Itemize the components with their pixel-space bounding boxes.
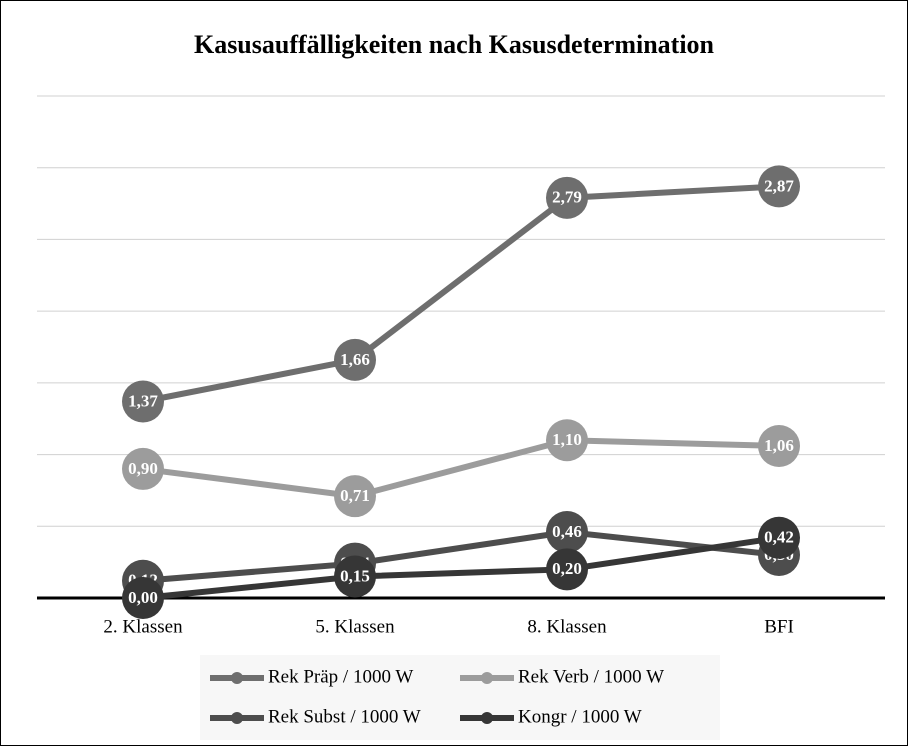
legend-box (200, 655, 720, 740)
data-point (334, 475, 376, 518)
x-tick-label: 2. Klassen (103, 616, 183, 637)
data-label: 1,10 (552, 430, 582, 449)
data-point (546, 419, 588, 462)
data-label: 1,66 (340, 350, 370, 369)
data-point (334, 555, 376, 598)
data-point (334, 338, 376, 381)
data-label: 0,46 (552, 522, 582, 541)
series-line (142, 183, 780, 405)
data-point (758, 165, 800, 208)
data-point (546, 548, 588, 591)
data-label: 0,71 (340, 486, 370, 505)
data-label: 0,20 (552, 559, 582, 578)
series-line (142, 534, 780, 601)
series-line (142, 528, 780, 584)
data-label: 2,79 (552, 188, 582, 207)
data-label: 2,87 (764, 176, 794, 195)
data-label: 0,42 (764, 528, 794, 547)
x-tick-label: BFI (764, 616, 794, 637)
series-line (142, 437, 780, 500)
chart-title: Kasusauffälligkeiten nach Kasusdetermina… (194, 30, 715, 59)
legend-label: Rek Präp / 1000 W (268, 666, 413, 687)
data-point (122, 447, 164, 490)
data-point (758, 516, 800, 559)
legend-label: Kongr / 1000 W (518, 706, 642, 727)
data-point (546, 176, 588, 219)
data-label: 1,06 (764, 436, 794, 455)
legend-label: Rek Verb / 1000 W (518, 666, 664, 687)
data-point (122, 577, 164, 619)
x-tick-label: 5. Klassen (315, 616, 395, 637)
data-point (122, 380, 164, 423)
data-label: 1,37 (128, 391, 158, 410)
data-point (758, 424, 800, 467)
legend-label: Rek Subst / 1000 W (268, 706, 421, 727)
legend-marker (231, 712, 243, 724)
data-label: 0,15 (340, 566, 370, 585)
legend-marker (231, 672, 243, 684)
data-label: 0,00 (128, 588, 158, 607)
legend-marker (481, 672, 493, 684)
data-point (546, 511, 588, 554)
legend-marker (481, 712, 493, 724)
x-tick-label: 8. Klassen (527, 616, 607, 637)
data-label: 0,90 (128, 459, 158, 478)
